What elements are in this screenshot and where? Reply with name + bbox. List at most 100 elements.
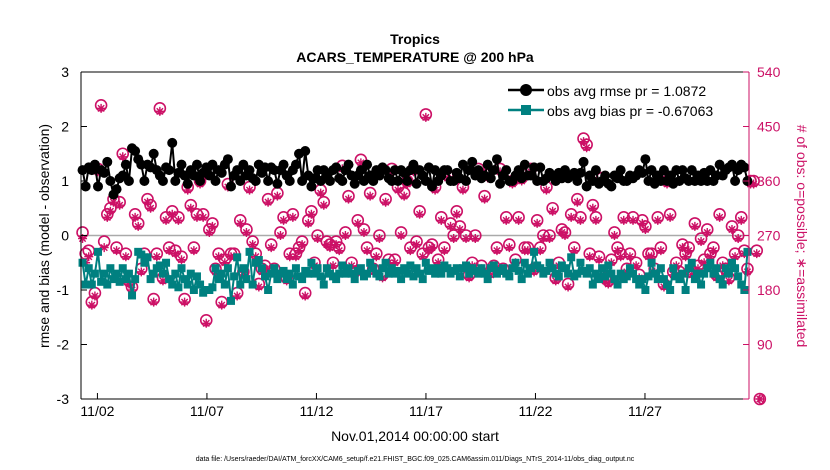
- obs-assimilated-marker: [591, 215, 601, 225]
- obs-assimilated-marker: [470, 234, 480, 244]
- obs-assimilated-marker: [294, 246, 304, 256]
- rmse-marker: [535, 162, 546, 173]
- obs-assimilated-marker: [115, 200, 125, 210]
- bias-marker: [363, 269, 372, 278]
- rmse-marker: [272, 178, 283, 189]
- bias-marker: [650, 269, 659, 278]
- axis-ticks-group: 3 2 1 0 -1 -2 -3 540 450 360 270 180 90 0 11/02 11/07 11…: [57, 64, 781, 419]
- bias-marker: [143, 253, 152, 262]
- bias-marker: [508, 264, 517, 273]
- rmse-marker: [362, 159, 373, 170]
- bias-marker: [687, 258, 696, 267]
- bias-marker: [137, 250, 146, 259]
- bias-marker: [192, 272, 201, 281]
- bias-marker: [588, 280, 597, 289]
- bias-marker: [109, 275, 118, 284]
- obs-assimilated-marker: [640, 224, 650, 234]
- obs-assimilated-marker: [192, 212, 202, 222]
- bias-marker: [233, 253, 242, 262]
- bias-marker: [706, 258, 715, 267]
- y-right-tick-label: 360: [757, 173, 781, 189]
- obs-assimilated-marker: [541, 185, 551, 195]
- rmse-marker: [80, 181, 91, 192]
- obs-assimilated-marker: [248, 240, 258, 250]
- legend-bias-marker: [521, 105, 531, 115]
- bias-marker: [595, 275, 604, 284]
- rmse-marker: [739, 162, 750, 173]
- bias-marker: [239, 264, 248, 273]
- obs-assimilated-marker: [183, 185, 193, 195]
- rmse-marker: [600, 170, 611, 181]
- obs-assimilated-marker: [84, 252, 94, 262]
- rmse-marker: [349, 178, 360, 189]
- obs-assimilated-marker: [637, 218, 647, 228]
- bias-marker: [616, 269, 625, 278]
- obs-assimilated-marker: [180, 297, 190, 307]
- obs-assimilated-marker: [170, 249, 180, 259]
- bias-marker: [397, 275, 406, 284]
- rmse-marker: [99, 167, 110, 178]
- bias-marker: [511, 258, 520, 267]
- rmse-marker: [615, 165, 626, 176]
- rmse-marker: [164, 165, 175, 176]
- obs-assimilated-marker: [245, 185, 255, 195]
- bias-marker: [517, 275, 526, 284]
- rmse-marker: [244, 165, 255, 176]
- obs-assimilated-marker: [749, 179, 759, 189]
- bias-marker: [375, 272, 384, 281]
- obs-assimilated-marker: [693, 264, 703, 274]
- bias-marker: [131, 275, 140, 284]
- bias-marker: [270, 264, 279, 273]
- bias-marker: [480, 269, 489, 278]
- obs-assimilated-marker: [461, 234, 471, 244]
- bias-marker: [610, 275, 619, 284]
- obs-assimilated-marker: [455, 224, 465, 234]
- rmse-marker: [575, 167, 586, 178]
- obs-assimilated-marker: [433, 258, 443, 268]
- obs-assimilated-marker: [458, 185, 468, 195]
- bias-marker: [724, 269, 733, 278]
- rmse-marker: [210, 176, 221, 186]
- bias-marker: [622, 272, 631, 281]
- obs-assimilated-marker: [112, 246, 122, 256]
- rmse-marker: [120, 159, 131, 170]
- bias-marker: [214, 275, 223, 284]
- bias-marker: [103, 280, 112, 289]
- rmse-marker: [442, 165, 453, 176]
- bias-marker: [186, 269, 195, 278]
- obs-assimilated-marker: [279, 215, 289, 225]
- x-tick-label: 11/17: [409, 403, 443, 419]
- obs-assimilated-marker: [690, 221, 700, 231]
- bias-marker: [666, 286, 675, 294]
- bias-marker: [245, 247, 254, 256]
- obs-assimilated-marker: [316, 188, 326, 198]
- rmse-marker: [139, 176, 150, 186]
- bias-marker: [335, 269, 344, 278]
- bias-marker: [338, 261, 347, 270]
- obs-assimilated-marker: [705, 252, 715, 262]
- bias-marker: [356, 264, 365, 273]
- legend-bias-label: obs avg bias pr = -0.67063: [547, 103, 713, 119]
- plot-area: [76, 71, 767, 406]
- bias-marker: [489, 261, 498, 270]
- bias-marker: [573, 269, 582, 278]
- bias-marker: [217, 269, 226, 278]
- obs-assimilated-marker: [449, 234, 459, 244]
- bias-marker: [208, 283, 217, 292]
- bias-marker: [124, 269, 133, 278]
- bias-marker: [261, 272, 270, 281]
- obs-assimilated-marker: [238, 270, 248, 280]
- y-right-tick-label: 90: [757, 337, 773, 353]
- rmse-marker: [572, 176, 583, 186]
- bias-marker: [118, 264, 127, 273]
- obs-assimilated-marker: [381, 197, 391, 207]
- bias-marker: [483, 275, 492, 284]
- obs-assimilated-marker: [678, 243, 688, 253]
- bias-marker: [727, 258, 736, 267]
- obs-assimilated-marker: [105, 206, 115, 216]
- bias-marker: [530, 247, 539, 256]
- rmse-marker: [225, 181, 236, 192]
- obs-assimilated-marker: [146, 203, 156, 213]
- bias-marker: [366, 258, 375, 267]
- obs-assimilated-marker: [724, 276, 734, 286]
